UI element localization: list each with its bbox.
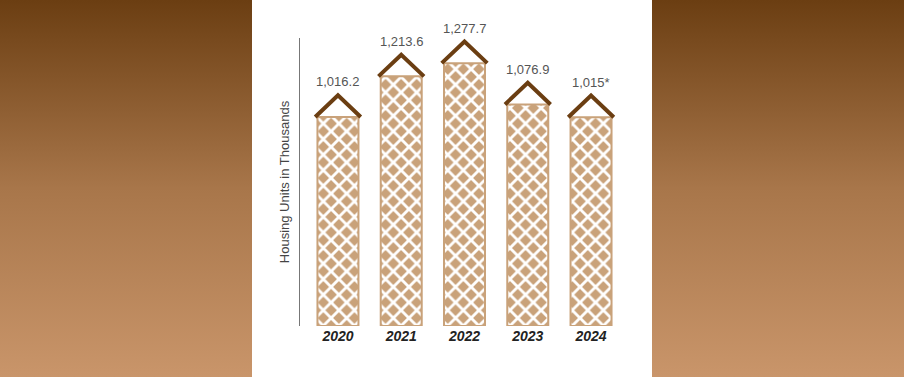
- svg-text:1,015*: 1,015*: [572, 75, 610, 90]
- svg-text:1,213.6: 1,213.6: [380, 34, 423, 49]
- svg-text:2024: 2024: [574, 328, 606, 344]
- svg-text:2021: 2021: [385, 328, 417, 344]
- svg-text:2022: 2022: [448, 328, 480, 344]
- svg-text:2020: 2020: [321, 328, 353, 344]
- svg-text:1,076.9: 1,076.9: [506, 62, 549, 77]
- svg-text:2023: 2023: [511, 328, 543, 344]
- svg-text:1,277.7: 1,277.7: [443, 21, 486, 36]
- svg-text:1,016.2: 1,016.2: [316, 74, 359, 89]
- svg-text:Housing Units in Thousands: Housing Units in Thousands: [277, 100, 292, 263]
